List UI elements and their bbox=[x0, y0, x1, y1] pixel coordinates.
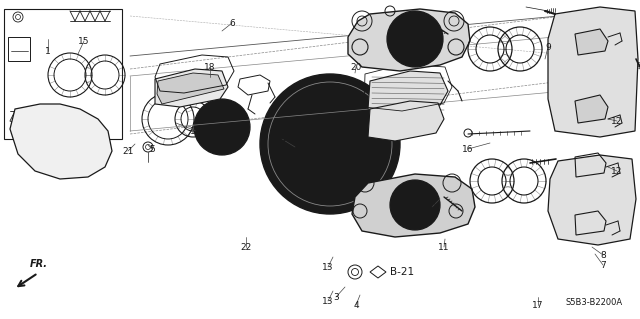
Circle shape bbox=[206, 85, 210, 89]
Circle shape bbox=[363, 127, 373, 137]
Polygon shape bbox=[368, 71, 448, 113]
Text: 5: 5 bbox=[149, 145, 155, 153]
Polygon shape bbox=[155, 69, 228, 107]
Text: 14: 14 bbox=[276, 135, 288, 144]
Text: 13: 13 bbox=[323, 296, 333, 306]
Polygon shape bbox=[575, 29, 608, 55]
Circle shape bbox=[260, 74, 400, 214]
Text: 15: 15 bbox=[78, 36, 90, 46]
Circle shape bbox=[399, 189, 431, 221]
Text: 11: 11 bbox=[438, 242, 450, 251]
Text: 17: 17 bbox=[532, 300, 544, 309]
Circle shape bbox=[325, 99, 335, 109]
Polygon shape bbox=[10, 104, 112, 179]
Text: 9: 9 bbox=[545, 42, 551, 51]
FancyBboxPatch shape bbox=[8, 37, 30, 61]
Circle shape bbox=[387, 11, 443, 67]
Text: 7: 7 bbox=[600, 261, 606, 270]
Text: 20: 20 bbox=[350, 63, 362, 71]
Text: 19: 19 bbox=[190, 127, 202, 136]
Polygon shape bbox=[157, 73, 224, 104]
Text: 16: 16 bbox=[462, 145, 474, 153]
Text: 22: 22 bbox=[241, 242, 252, 251]
Text: 3: 3 bbox=[333, 293, 339, 301]
Polygon shape bbox=[548, 7, 638, 137]
Text: 12: 12 bbox=[611, 116, 623, 125]
Text: S5B3-B2200A: S5B3-B2200A bbox=[565, 298, 622, 307]
Polygon shape bbox=[548, 155, 636, 245]
Text: 1: 1 bbox=[45, 47, 51, 56]
Polygon shape bbox=[352, 174, 475, 237]
Text: 18: 18 bbox=[204, 63, 216, 71]
Text: B-21: B-21 bbox=[390, 267, 414, 277]
Text: 21: 21 bbox=[122, 146, 134, 155]
Polygon shape bbox=[575, 95, 608, 123]
Text: 12: 12 bbox=[611, 167, 623, 175]
Circle shape bbox=[287, 127, 297, 137]
Text: 10: 10 bbox=[426, 203, 438, 211]
Circle shape bbox=[349, 171, 358, 182]
Text: 8: 8 bbox=[600, 250, 606, 259]
Text: 6: 6 bbox=[229, 19, 235, 27]
FancyBboxPatch shape bbox=[4, 9, 122, 139]
Circle shape bbox=[301, 171, 312, 182]
Circle shape bbox=[208, 89, 212, 93]
Polygon shape bbox=[368, 101, 444, 141]
Circle shape bbox=[210, 93, 214, 97]
Text: 13: 13 bbox=[323, 263, 333, 271]
Text: FR.: FR. bbox=[30, 259, 48, 269]
Text: 4: 4 bbox=[353, 300, 359, 309]
Circle shape bbox=[194, 99, 250, 155]
Circle shape bbox=[390, 180, 440, 230]
Circle shape bbox=[298, 112, 362, 176]
Circle shape bbox=[395, 19, 435, 59]
Polygon shape bbox=[348, 9, 470, 71]
